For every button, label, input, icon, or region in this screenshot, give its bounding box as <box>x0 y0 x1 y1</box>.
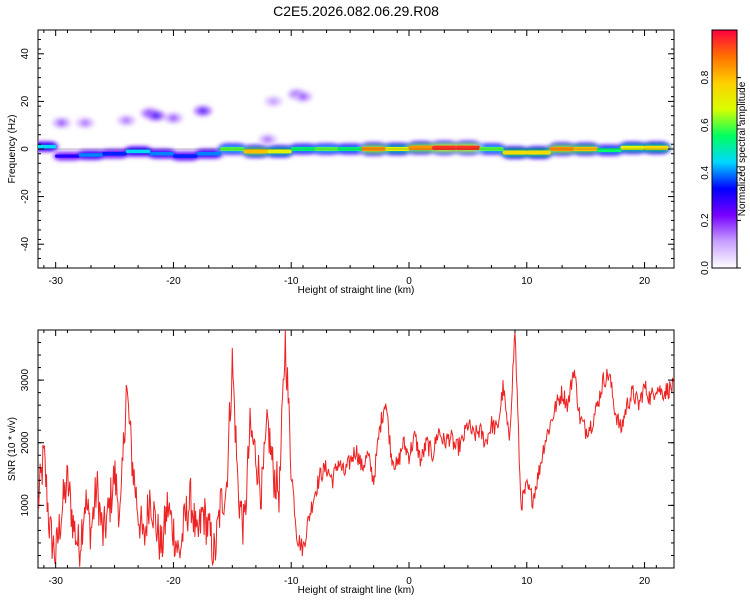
colorbar-tick-label: 0.4 <box>700 165 711 179</box>
spectrogram-x-axis: -30 -20 -10 0 10 20 <box>43 30 657 287</box>
spectrogram-cell <box>526 150 551 155</box>
y-tick-label: 2000 <box>20 431 31 454</box>
spectrogram-x-label: Height of straight line (km) <box>298 285 415 296</box>
colorbar-ticks: 0.0 0.2 0.4 0.6 0.8 <box>700 70 741 275</box>
colorbar-tick-label: 0.6 <box>700 118 711 132</box>
spectrogram-cell <box>55 154 80 158</box>
y-tick-label: 20 <box>20 95 31 107</box>
spectrogram-cell <box>431 145 457 151</box>
spectrogram-cell <box>243 149 269 154</box>
snr-y-label: SNR (10 * v/v) <box>7 417 18 481</box>
colorbar: 0.0 0.2 0.4 0.6 0.8 Normalized spectral ampl… <box>700 29 748 275</box>
spectrogram-content <box>38 89 674 162</box>
x-tick-label: 10 <box>521 576 533 587</box>
spectrogram-blob-core <box>269 98 278 105</box>
spectrogram-panel: -30 -20 -10 0 10 20 -40 -20 0 20 40 Height of str… <box>7 29 675 296</box>
y-tick-label: 0 <box>20 146 31 152</box>
spectrogram-cell <box>196 152 222 156</box>
spectrogram-blob-core <box>263 136 272 143</box>
x-tick-label: -10 <box>284 576 299 587</box>
spectrogram-cell <box>102 152 127 156</box>
x-tick-label: -10 <box>284 276 299 287</box>
y-tick-label: -40 <box>20 237 31 252</box>
spectrogram-blob-core <box>151 112 160 119</box>
y-tick-label: -20 <box>20 189 31 204</box>
snr-panel: -30 -20 -10 0 10 20 1000 2000 3000 Height of st… <box>7 329 675 596</box>
spectrogram-cell <box>408 145 434 150</box>
spectrogram-cell <box>149 152 175 156</box>
colorbar-label: Normalized spectral amplitude <box>737 81 748 216</box>
spectrogram-blobs <box>52 89 312 145</box>
x-tick-label: -20 <box>166 576 181 587</box>
x-tick-label: 0 <box>406 276 412 287</box>
snr-y-axis: 1000 2000 3000 <box>20 329 674 569</box>
colorbar-tick-label: 0.0 <box>700 261 711 275</box>
spectrogram-cell <box>172 154 198 158</box>
spectrogram-blob-core <box>122 117 131 124</box>
y-tick-label: 3000 <box>20 369 31 392</box>
spectrogram-y-axis: -40 -20 0 20 40 <box>20 29 674 269</box>
spectrogram-blob-core <box>198 107 207 114</box>
snr-series-line <box>38 330 674 567</box>
x-tick-label: 20 <box>639 276 651 287</box>
figure-title: C2E5.2026.082.06.29.R08 <box>273 3 439 19</box>
spectrogram-cell <box>125 149 151 154</box>
colorbar-gradient <box>711 29 738 269</box>
snr-x-axis: -30 -20 -10 0 10 20 <box>43 330 657 587</box>
y-tick-label: 1000 <box>20 494 31 517</box>
colorbar-tick-label: 0.2 <box>700 213 711 227</box>
spectrogram-blob-core <box>299 93 307 100</box>
x-tick-label: -20 <box>166 276 181 287</box>
spectrogram-cell <box>78 153 104 157</box>
x-tick-label: -30 <box>48 276 63 287</box>
spectrogram-cell <box>455 145 481 151</box>
x-tick-label: 0 <box>406 576 412 587</box>
x-tick-label: 20 <box>639 576 651 587</box>
x-tick-label: 10 <box>521 276 533 287</box>
colorbar-tick-label: 0.8 <box>700 70 711 84</box>
spectrogram-blob-core <box>57 119 66 126</box>
spectrogram-blob-core <box>169 115 178 122</box>
spectrogram-cell <box>502 150 528 155</box>
spectrogram-y-label: Frequency (Hz) <box>7 115 18 184</box>
x-tick-label: -30 <box>48 576 63 587</box>
spectrogram-blob-core <box>81 119 90 126</box>
spectrogram-cell <box>38 144 57 149</box>
snr-x-label: Height of straight line (km) <box>298 585 415 596</box>
spectrogram-cell <box>267 149 292 154</box>
y-tick-label: 40 <box>20 48 31 60</box>
